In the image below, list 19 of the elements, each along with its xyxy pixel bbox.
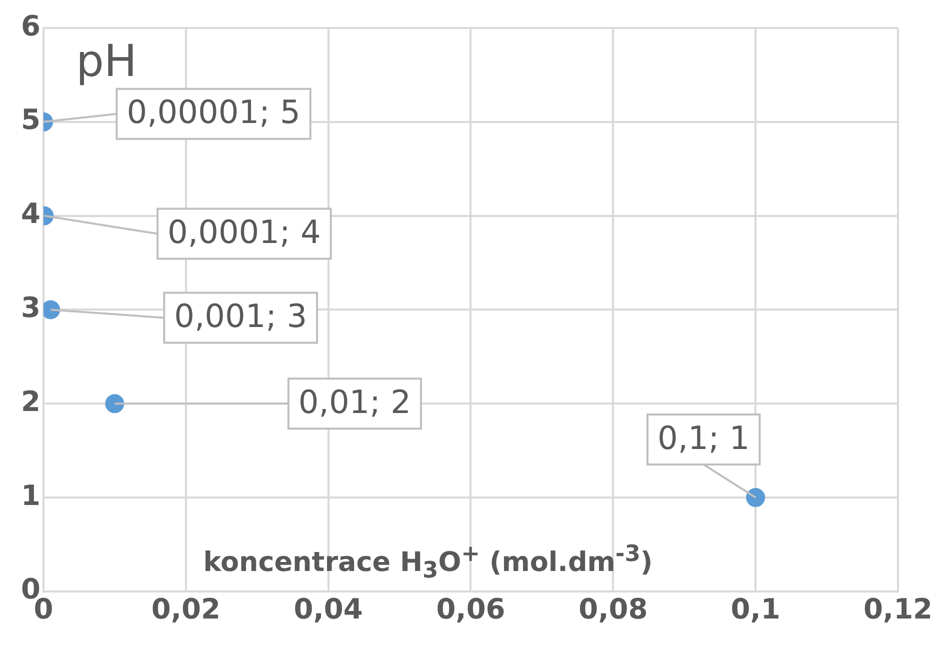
y-tick-label: 5 [21, 103, 40, 136]
data-label: 0,01; 2 [298, 382, 411, 421]
y-tick-label: 3 [21, 290, 40, 324]
y-axis-title: pH [76, 36, 138, 87]
data-label: 0,0001; 4 [168, 213, 321, 252]
y-tick-label: 4 [21, 197, 40, 230]
x-tick-label: 0,02 [151, 592, 220, 626]
x-tick-label: 0,12 [863, 592, 933, 626]
x-tick-label: 0,04 [294, 592, 363, 626]
data-label: 0,001; 3 [174, 297, 308, 336]
x-tick-label: 0,1 [730, 592, 780, 626]
y-tick-label: 1 [21, 478, 40, 512]
data-label: 0,00001; 5 [126, 93, 300, 132]
y-tick-label: 6 [21, 9, 40, 42]
data-label: 0,1; 1 [657, 418, 750, 457]
y-tick-label: 2 [21, 384, 40, 418]
x-tick-label: 0,08 [578, 592, 648, 626]
x-axis-title: koncentrace H$_{3}$O$^{+}$ (mol.dm$^{-3}$) [203, 541, 653, 584]
x-tick-label: 0,06 [436, 592, 506, 626]
